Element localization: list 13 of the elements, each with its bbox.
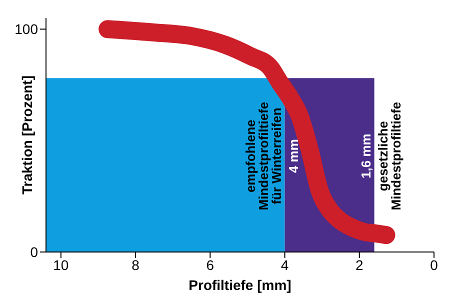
x-axis-title: Profiltiefe [mm] [188, 277, 292, 293]
y-axis-title: Traktion [Prozent] [18, 75, 35, 195]
x-tick-label: 4 [280, 256, 289, 273]
x-tick-label: 2 [355, 256, 364, 273]
annotation: empfohlene Mindestprofiltiefe für Winterreifen [242, 102, 284, 210]
x-tick-label: 10 [53, 256, 69, 273]
x-tick-label: 6 [206, 256, 214, 273]
annotation: 1,6 mm [358, 134, 374, 178]
annotation: gesetzliche Mindestprofiltiefe [375, 102, 404, 210]
x-tick-label: 8 [132, 256, 140, 273]
annotation: 4 mm [286, 139, 301, 174]
y-tick-label: 100 [14, 21, 38, 38]
x-tick-label: 0 [430, 256, 438, 273]
